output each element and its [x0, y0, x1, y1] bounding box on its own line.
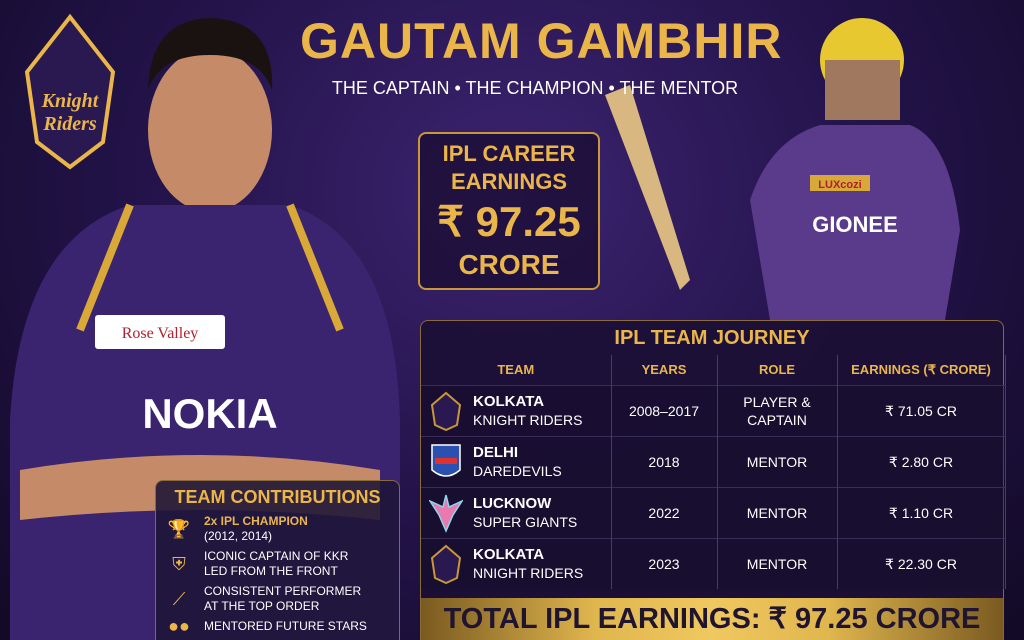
team-name-2: DAREDEVILS	[473, 462, 562, 479]
lsg-logo-icon	[429, 494, 463, 533]
role-cell: PLAYER & CAPTAIN	[717, 384, 838, 436]
earnings-unit: CRORE	[458, 249, 560, 280]
earnings-label-2: EARNINGS	[450, 169, 568, 194]
total-earnings-banner: TOTAL IPL EARNINGS: ₹ 97.25 CRORE	[421, 598, 1003, 640]
contribution-item: ⛨ ICONIC CAPTAIN OF KKR LED FROM THE FRONT	[166, 549, 389, 579]
page-subtitle: THE CAPTAIN • THE CHAMPION • THE MENTOR	[331, 78, 739, 98]
contribution-item: ⟋ CONSISTENT PERFORMER AT THE TOP ORDER	[166, 584, 389, 614]
group-icon: ●●	[168, 616, 190, 636]
team-name: KOLKATA	[473, 545, 545, 563]
years-cell: 2022	[611, 486, 718, 538]
journey-title: IPL TEAM JOURNEY	[614, 327, 810, 349]
contribution-subtext: LED FROM THE FRONT	[204, 564, 338, 578]
contribution-text: MENTORED FUTURE STARS	[204, 619, 367, 633]
kkr-logo-icon	[430, 391, 462, 431]
svg-text:Riders: Riders	[42, 113, 97, 135]
contributions-title: TEAM CONTRIBUTIONS	[174, 487, 381, 507]
sponsor-luxcozi: LUXcozi	[818, 179, 861, 191]
team-name-2: NNIGHT RIDERS	[473, 564, 584, 581]
sponsor-rose-valley: Rose Valley	[122, 325, 199, 342]
col-role: ROLE	[717, 355, 838, 385]
team-name-2: SUPER GIANTS	[473, 513, 578, 530]
team-contributions-panel: TEAM CONTRIBUTIONS 🏆 2x IPL CHAMPION (2012…	[155, 480, 400, 640]
journey-table: TEAM YEARS ROLE EARNINGS (₹ CRORE) KOLKA…	[421, 355, 1006, 589]
page-title: GAUTAM GAMBHIR	[300, 13, 783, 69]
years-cell: 2023	[611, 537, 718, 589]
col-years: YEARS	[611, 355, 718, 385]
svg-text:Knight: Knight	[41, 90, 100, 112]
earnings-value: ₹ 97.25	[437, 198, 581, 245]
years-cell: 2008–2017	[611, 384, 718, 436]
table-row: KOLKATA KNIGHT RIDERS 2008–2017 PLAYER & …	[421, 384, 1006, 436]
contribution-item: 🏆 2x IPL CHAMPION (2012, 2014)	[166, 514, 389, 544]
earnings-cell: ₹ 1.10 CR	[837, 486, 1006, 538]
table-row: KOLKATA NNIGHT RIDERS 2023 MENTOR ₹ 22.30…	[421, 537, 1006, 589]
contribution-item: ●● MENTORED FUTURE STARS	[166, 616, 389, 636]
table-row: DELHI DAREDEVILS 2018 MENTOR ₹ 2.80 CR	[421, 435, 1006, 487]
earnings-cell: ₹ 2.80 CR	[837, 435, 1006, 487]
role-cell: MENTOR	[717, 435, 838, 487]
table-row: LUCKNOW SUPER GIANTS 2022 MENTOR ₹ 1.10 C…	[421, 486, 1006, 538]
col-team: TEAM	[421, 355, 612, 385]
kkr-logo: Knight Riders	[24, 13, 116, 170]
years-cell: 2018	[611, 435, 718, 487]
team-name-2: KNIGHT RIDERS	[473, 411, 583, 428]
bat-icon: ⟋	[172, 588, 186, 609]
career-earnings-box: IPL CAREER EARNINGS ₹ 97.25 CRORE	[418, 132, 600, 290]
dd-logo-icon	[431, 443, 461, 477]
col-earnings: EARNINGS (₹ CRORE)	[837, 355, 1006, 385]
contribution-text: 2x IPL CHAMPION	[204, 514, 308, 528]
sponsor-nokia: NOKIA	[142, 390, 277, 437]
contribution-subtext: AT THE TOP ORDER	[204, 599, 320, 613]
earnings-cell: ₹ 71.05 CR	[837, 384, 1006, 436]
role-cell: MENTOR	[717, 486, 838, 538]
shield-icon: ⛨	[172, 553, 186, 574]
team-journey-panel: IPL TEAM JOURNEY TEAM YEARS ROLE EARNING…	[420, 320, 1006, 640]
earnings-cell: ₹ 22.30 CR	[837, 537, 1006, 589]
team-name: LUCKNOW	[473, 494, 552, 512]
sponsor-gionee: GIONEE	[812, 212, 898, 237]
earnings-label-1: IPL CAREER	[442, 141, 576, 166]
contribution-text: ICONIC CAPTAIN OF KKR	[204, 549, 349, 563]
role-cell: MENTOR	[717, 537, 838, 589]
player-photo-right: LUXcozi GIONEE	[605, 18, 960, 320]
trophy-icon: 🏆	[167, 518, 191, 539]
team-name: KOLKATA	[473, 392, 545, 410]
contribution-text: CONSISTENT PERFORMER	[204, 584, 362, 598]
team-name: DELHI	[473, 443, 518, 461]
contribution-subtext: (2012, 2014)	[204, 529, 273, 543]
kkr-logo-icon	[430, 544, 462, 584]
